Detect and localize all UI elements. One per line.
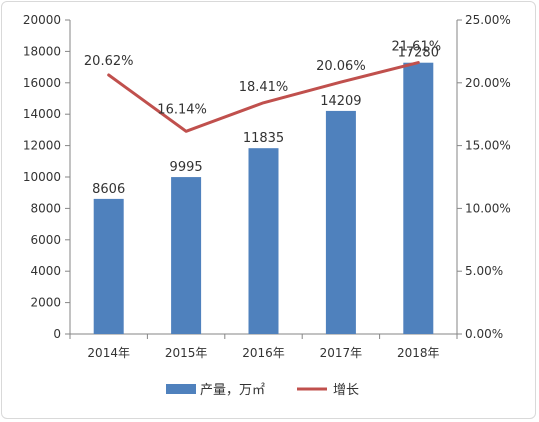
y-left-tick-label: 0: [53, 327, 61, 341]
y-left-tick-label: 4000: [30, 264, 61, 278]
y-right-tick-label: 5.00%: [465, 264, 503, 278]
line-layer: [107, 61, 420, 133]
bar-data-label: 9995: [170, 160, 203, 175]
bar: [403, 62, 434, 334]
bar: [325, 110, 356, 334]
y-left-tick-label: 20000: [23, 13, 61, 27]
y-left-tick-label: 6000: [30, 233, 61, 247]
bar: [248, 148, 279, 334]
x-tick-label: 2017年: [320, 346, 363, 360]
y-right-tick-label: 20.00%: [465, 76, 511, 90]
bar-data-label: 11835: [243, 131, 284, 146]
bar: [93, 198, 124, 334]
x-tick-label: 2015年: [165, 346, 208, 360]
y-right-tick-label: 15.00%: [465, 139, 511, 153]
bar: [171, 177, 202, 334]
bar-data-label: 17280: [398, 46, 439, 61]
growth-line: [107, 61, 420, 133]
bars-layer: [93, 62, 434, 334]
line-data-label: 16.14%: [157, 102, 207, 117]
y-right-tick-label: 25.00%: [465, 13, 511, 27]
legend-line-label: 增长: [333, 383, 359, 398]
y-left-tick-label: 12000: [23, 139, 61, 153]
legend: 产量，万㎡ 增长: [166, 383, 359, 398]
labels-layer: 8606 9995 11835 14209 17280 20.62% 16.14% 18.41…: [84, 40, 441, 197]
y-left-tick-label: 16000: [23, 76, 61, 90]
x-tick-label: 2018年: [397, 346, 440, 360]
y-left-tick-label: 8000: [30, 201, 61, 215]
bar-data-label: 14209: [320, 94, 361, 109]
legend-bar-label: 产量，万㎡: [200, 383, 265, 398]
y-left-tick-label: 18000: [23, 44, 61, 58]
x-tick-label: 2014年: [87, 346, 130, 360]
bar-data-label: 8606: [92, 182, 125, 197]
line-data-label: 21.61%: [392, 40, 442, 55]
y-left-tick-label: 10000: [23, 170, 61, 184]
y-left-tick-label: 2000: [30, 296, 61, 310]
y-right-tick-label: 0.00%: [465, 327, 503, 341]
y-right-tick-label: 10.00%: [465, 201, 511, 215]
line-data-label: 20.06%: [316, 59, 366, 74]
x-tick-label: 2016年: [242, 346, 285, 360]
line-data-label: 18.41%: [239, 80, 289, 95]
axes-layer: 0 2000 4000 6000 8000 10000 12000 14000 16000 180…: [23, 13, 511, 360]
line-data-label: 20.62%: [84, 54, 134, 69]
legend-bar-swatch: [166, 384, 196, 394]
y-left-tick-label: 14000: [23, 107, 61, 121]
